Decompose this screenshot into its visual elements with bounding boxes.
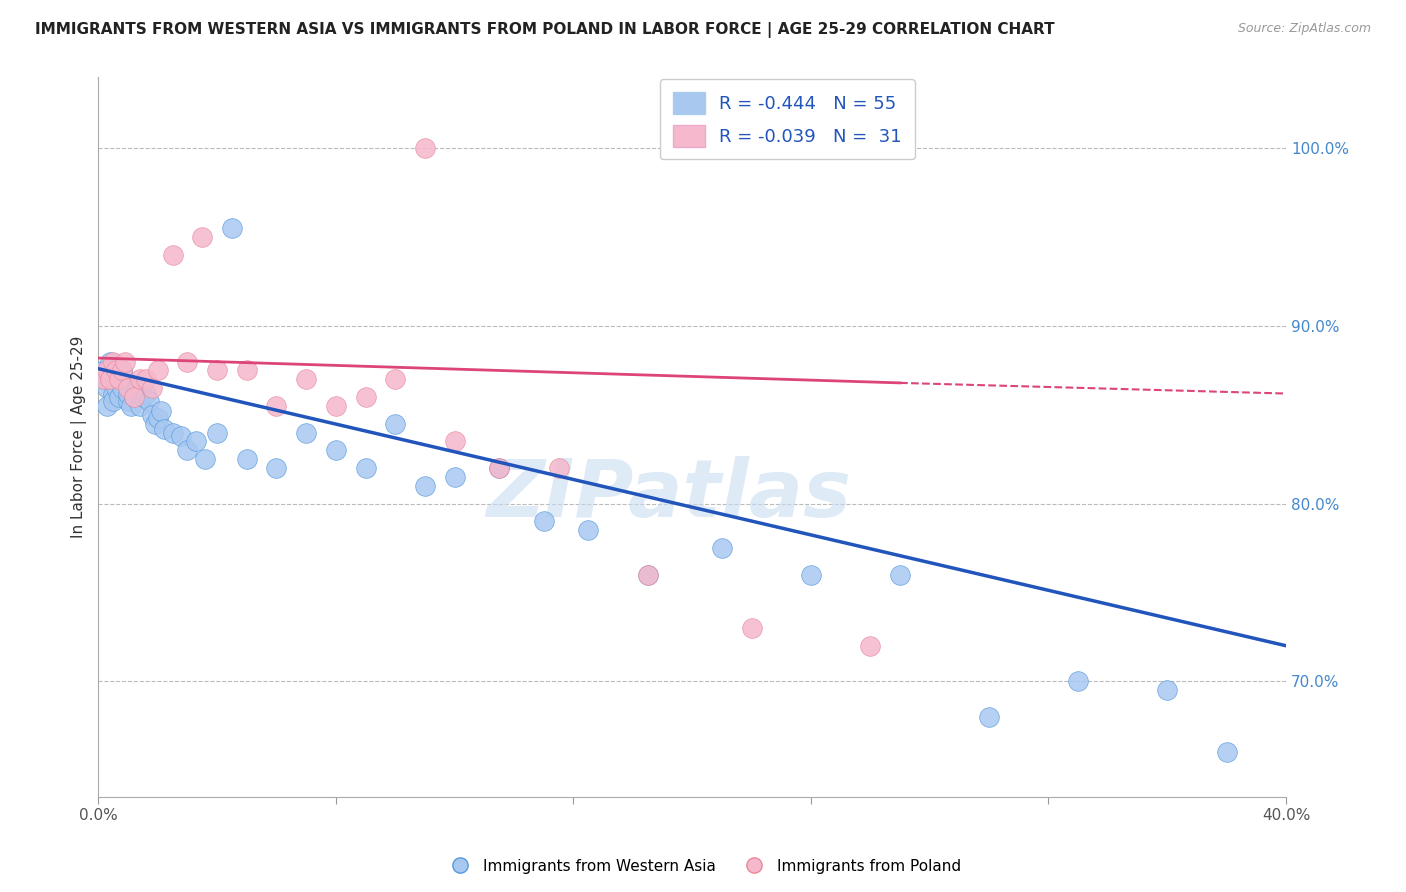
Point: [533, 515, 555, 529]
Point: [1067, 674, 1090, 689]
Point: [125, 381, 148, 395]
Point: [205, 425, 228, 440]
Point: [236, 363, 259, 377]
Point: [384, 372, 406, 386]
Point: [576, 523, 599, 537]
Point: [143, 417, 166, 431]
Point: [141, 408, 163, 422]
Point: [103, 393, 125, 408]
Point: [637, 567, 659, 582]
Point: [384, 417, 406, 431]
Point: [191, 230, 214, 244]
Point: [135, 372, 157, 386]
Point: [108, 372, 131, 386]
Point: [741, 621, 763, 635]
Point: [111, 363, 134, 377]
Point: [105, 381, 128, 395]
Point: [413, 141, 436, 155]
Point: [443, 434, 465, 449]
Point: [98, 372, 121, 386]
Point: [205, 363, 228, 377]
Point: [637, 567, 659, 582]
Legend: R = -0.444   N = 55, R = -0.039   N =  31: R = -0.444 N = 55, R = -0.039 N = 31: [659, 79, 915, 160]
Text: ZIPatlas: ZIPatlas: [486, 456, 851, 533]
Point: [120, 399, 142, 413]
Point: [889, 567, 911, 582]
Point: [96, 399, 118, 413]
Point: [146, 363, 169, 377]
Point: [141, 381, 163, 395]
Point: [96, 381, 118, 395]
Point: [194, 452, 217, 467]
Point: [96, 363, 118, 377]
Point: [186, 434, 208, 449]
Point: [170, 429, 193, 443]
Point: [413, 479, 436, 493]
Point: [114, 354, 136, 368]
Point: [103, 386, 125, 401]
Point: [325, 399, 347, 413]
Point: [129, 399, 152, 413]
Point: [162, 425, 184, 440]
Text: IMMIGRANTS FROM WESTERN ASIA VS IMMIGRANTS FROM POLAND IN LABOR FORCE | AGE 25-2: IMMIGRANTS FROM WESTERN ASIA VS IMMIGRAN…: [35, 22, 1054, 38]
Point: [114, 372, 136, 386]
Point: [103, 354, 125, 368]
Point: [176, 354, 198, 368]
Point: [135, 386, 157, 401]
Point: [98, 372, 121, 386]
Point: [108, 372, 131, 386]
Point: [117, 386, 139, 401]
Text: Source: ZipAtlas.com: Source: ZipAtlas.com: [1237, 22, 1371, 36]
Point: [488, 461, 510, 475]
Point: [295, 425, 318, 440]
Point: [176, 443, 198, 458]
Y-axis label: In Labor Force | Age 25-29: In Labor Force | Age 25-29: [72, 336, 87, 538]
Point: [132, 390, 155, 404]
Point: [149, 404, 172, 418]
Point: [93, 363, 115, 377]
Point: [111, 363, 134, 377]
Point: [266, 461, 288, 475]
Point: [221, 221, 243, 235]
Point: [98, 354, 121, 368]
Point: [93, 372, 115, 386]
Point: [162, 248, 184, 262]
Point: [129, 372, 152, 386]
Point: [111, 381, 134, 395]
Point: [443, 470, 465, 484]
Point: [547, 461, 569, 475]
Point: [295, 372, 318, 386]
Legend: Immigrants from Western Asia, Immigrants from Poland: Immigrants from Western Asia, Immigrants…: [439, 853, 967, 880]
Point: [105, 363, 128, 377]
Point: [108, 390, 131, 404]
Point: [1156, 683, 1178, 698]
Point: [325, 443, 347, 458]
Point: [105, 363, 128, 377]
Point: [122, 390, 145, 404]
Point: [152, 422, 174, 436]
Point: [146, 411, 169, 425]
Point: [117, 381, 139, 395]
Point: [138, 393, 160, 408]
Point: [710, 541, 733, 555]
Point: [488, 461, 510, 475]
Point: [354, 461, 377, 475]
Point: [236, 452, 259, 467]
Point: [354, 390, 377, 404]
Point: [90, 372, 112, 386]
Point: [266, 399, 288, 413]
Point: [859, 639, 882, 653]
Point: [977, 710, 1000, 724]
Point: [800, 567, 823, 582]
Point: [122, 390, 145, 404]
Point: [1215, 745, 1237, 759]
Point: [117, 393, 139, 408]
